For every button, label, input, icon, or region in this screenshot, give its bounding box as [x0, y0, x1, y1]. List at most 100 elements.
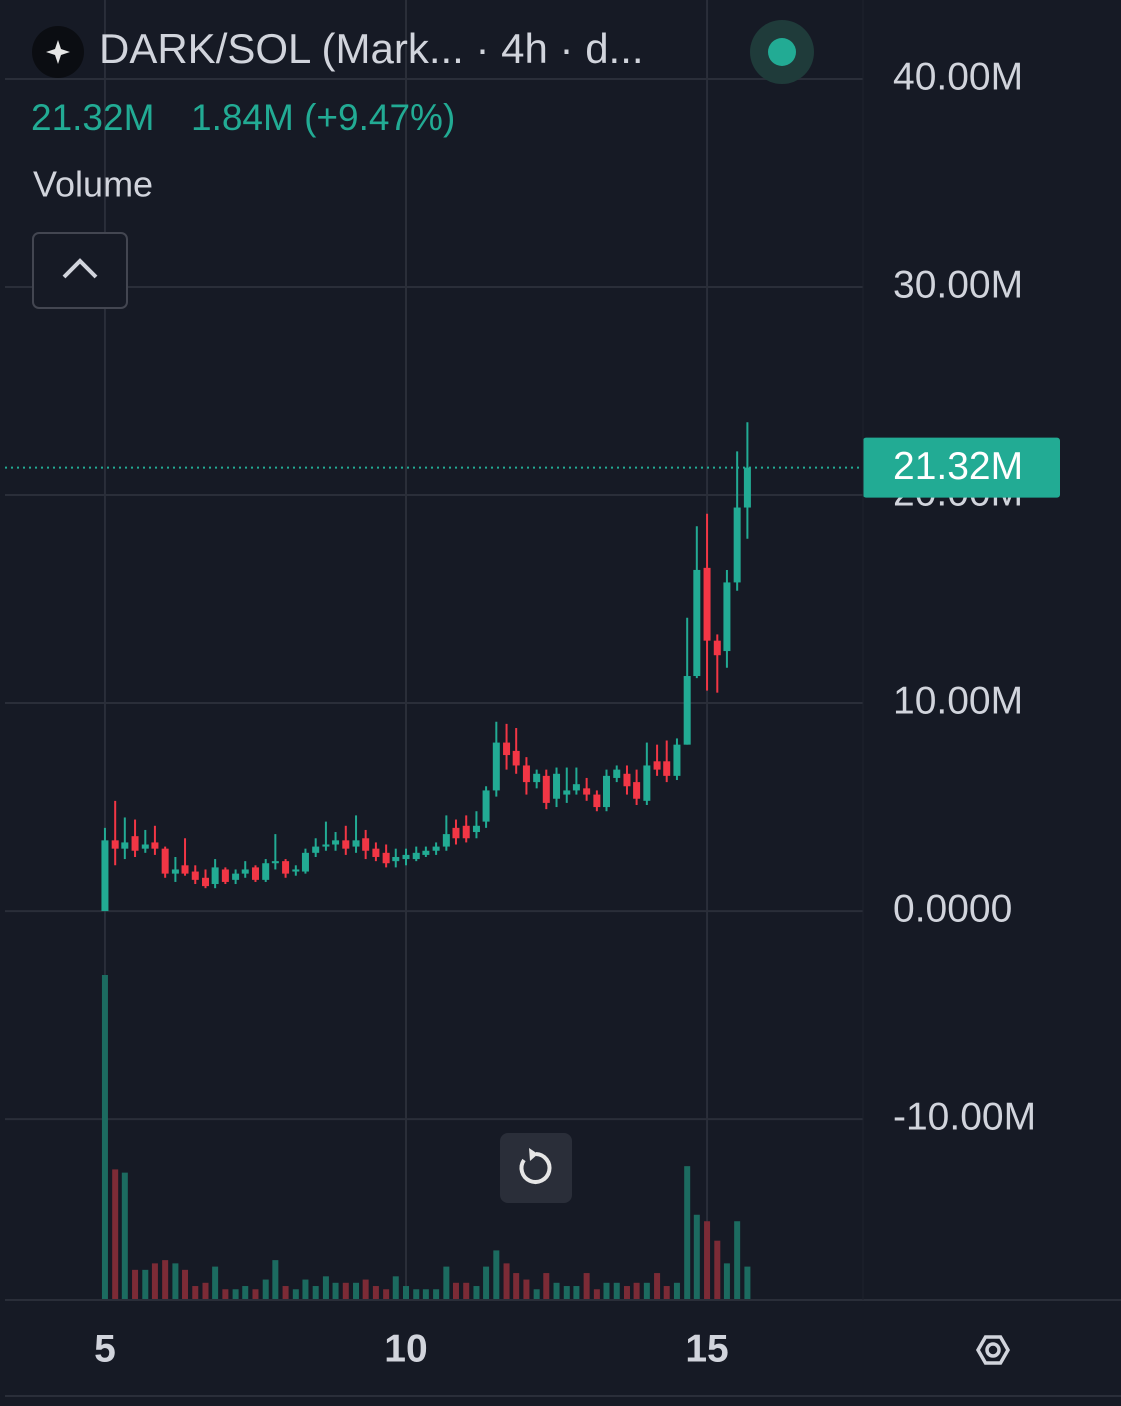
volume-bar: [483, 1266, 490, 1299]
volume-bar: [533, 1289, 540, 1299]
volume-bar: [704, 1221, 711, 1299]
price-change: 1.84M (+9.47%): [191, 97, 455, 138]
volume-layer: [101, 975, 751, 1299]
candle-body: [372, 848, 380, 857]
candle-body: [262, 863, 270, 880]
candle-body: [362, 838, 370, 851]
volume-bar: [654, 1273, 661, 1299]
candle-body: [282, 861, 290, 874]
reset-icon-arrow: [529, 1148, 538, 1161]
volume-bar: [272, 1260, 279, 1299]
reset-icon: [519, 1152, 552, 1184]
volume-bar: [332, 1282, 339, 1299]
volume-bar: [403, 1286, 410, 1299]
reset-button[interactable]: [500, 1133, 572, 1203]
candle-body: [693, 569, 701, 677]
status-dot: [768, 38, 796, 66]
volume-bar: [162, 1260, 169, 1299]
candle-body: [503, 742, 511, 756]
volume-bar: [121, 1172, 128, 1299]
candle-body: [322, 844, 330, 847]
volume-bar: [202, 1282, 209, 1299]
candle-body: [422, 850, 430, 855]
volume-bar: [523, 1279, 530, 1299]
volume-bar: [583, 1273, 590, 1299]
candle-body: [392, 856, 400, 862]
candle-body: [603, 775, 611, 808]
candle-body: [563, 790, 571, 795]
volume-bar: [242, 1286, 249, 1299]
candle-body: [191, 871, 199, 880]
candle-body: [733, 507, 741, 583]
candle-body: [251, 867, 259, 880]
volume-bar: [232, 1289, 239, 1299]
x-tick-label: 5: [94, 1327, 116, 1370]
candle-body: [583, 788, 591, 795]
volume-bar: [132, 1269, 139, 1299]
candle-body: [121, 842, 129, 849]
settings-icon-center: [985, 1342, 1001, 1358]
volume-bar: [151, 1263, 158, 1299]
volume-bar: [372, 1286, 379, 1299]
volume-bar: [473, 1286, 480, 1299]
candle-body: [713, 640, 721, 656]
volume-bar: [714, 1240, 721, 1299]
volume-bar: [503, 1263, 510, 1299]
volume-bar: [452, 1282, 459, 1299]
volume-bar: [142, 1269, 149, 1299]
volume-bar: [744, 1266, 751, 1299]
volume-bar: [543, 1273, 550, 1299]
candle-body: [522, 765, 530, 783]
candle-body: [683, 676, 691, 745]
y-tick-label: 10.00M: [893, 679, 1023, 722]
candle-body: [292, 869, 300, 872]
volume-bar: [413, 1289, 420, 1299]
volume-bar: [663, 1286, 670, 1299]
candle-body: [402, 854, 410, 860]
volume-bar: [392, 1276, 399, 1299]
indicator-label[interactable]: Volume: [33, 164, 153, 205]
volume-bar: [262, 1279, 269, 1299]
symbol-title[interactable]: DARK/SOL (Mark... · 4h · d...: [99, 25, 644, 72]
volume-bar: [112, 1169, 119, 1299]
volume-bar: [633, 1282, 640, 1299]
volume-bar: [603, 1282, 610, 1299]
candle-body: [673, 744, 681, 776]
candle-body: [723, 582, 731, 652]
volume-bar: [302, 1279, 309, 1299]
collapse-button[interactable]: [32, 232, 128, 309]
volume-bar: [723, 1263, 730, 1299]
last-price-label: 21.32M: [893, 445, 1023, 488]
volume-bar: [593, 1289, 600, 1299]
volume-bar: [192, 1286, 199, 1299]
candle-body: [593, 794, 601, 808]
candle-body: [111, 840, 119, 849]
candle-body: [482, 790, 490, 822]
candle-body: [663, 761, 671, 776]
candle-body: [271, 861, 279, 864]
candle-body: [492, 742, 500, 791]
volume-bar: [312, 1286, 319, 1299]
volume-bar: [282, 1286, 289, 1299]
candle-body: [512, 750, 520, 766]
symbol-icon-star: [46, 40, 70, 64]
candle-body: [332, 840, 340, 845]
candle-body: [442, 834, 450, 847]
candle-body: [211, 867, 219, 885]
candle-body: [202, 877, 210, 887]
candle-body: [221, 869, 229, 882]
candle-body: [141, 844, 149, 849]
x-tick-label: 10: [384, 1327, 427, 1370]
settings-button[interactable]: [975, 1335, 1011, 1365]
candle-body: [553, 773, 561, 799]
x-tick-label: 15: [685, 1327, 728, 1370]
candle-body: [743, 467, 751, 508]
candle-body: [653, 761, 661, 770]
volume-bar: [433, 1289, 440, 1299]
candle-body: [312, 846, 320, 853]
last-price-box: [863, 437, 1060, 498]
candle-layer: [101, 422, 751, 912]
candle-body: [301, 852, 309, 872]
volume-bar: [673, 1282, 680, 1299]
